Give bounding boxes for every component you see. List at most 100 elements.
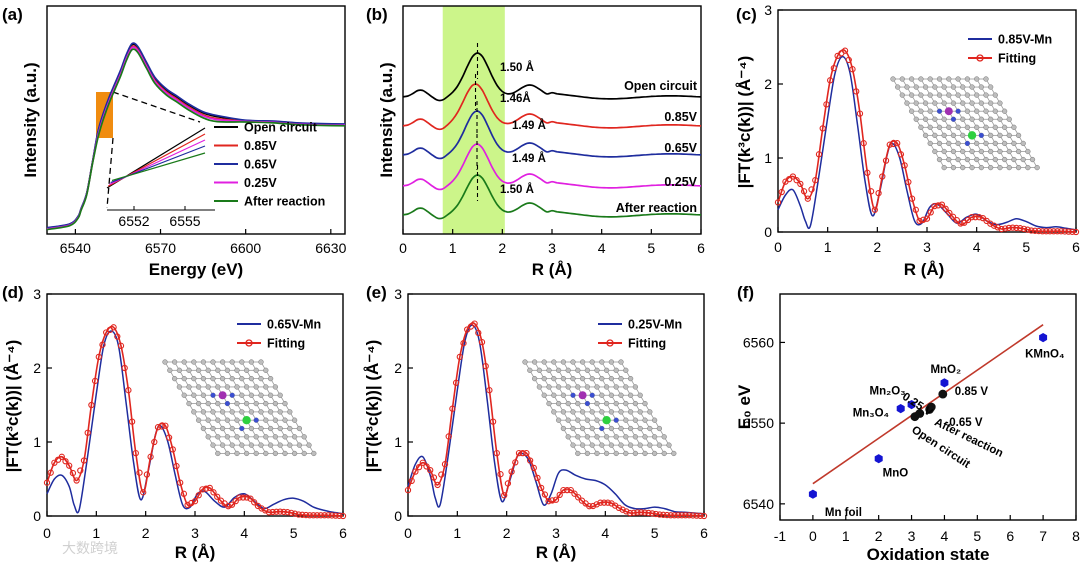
lattice-atom-carbon	[978, 148, 984, 155]
panel-d-fitting-marker	[95, 353, 102, 361]
panel-d-fitting-marker	[336, 512, 343, 519]
lattice-atom-carbon	[960, 84, 966, 90]
lattice-atom-carbon	[647, 442, 653, 448]
panel-e-legend-marker	[606, 339, 614, 347]
panel-e-fitting-marker	[515, 449, 523, 457]
x-tick-label: 3	[908, 528, 916, 544]
lattice-atom-carbon	[243, 367, 250, 373]
lattice-atom-carbon	[927, 92, 933, 98]
panel-d-fitting-marker	[99, 341, 106, 348]
lattice-atom-carbon	[904, 84, 910, 90]
panel-c-fitting-marker	[830, 64, 838, 72]
lattice-atom-carbon	[253, 367, 259, 373]
panel-f-sample-label-4: 0.85 V	[955, 386, 989, 398]
panel-d-fitting-marker	[151, 438, 158, 446]
panel-c-fitting-marker	[789, 173, 797, 180]
lattice-atom-carbon	[191, 392, 197, 398]
panel-c-fitting-marker	[1065, 228, 1072, 235]
lattice-atom-carbon	[575, 400, 581, 407]
panel-d-fitting-marker	[136, 469, 143, 476]
lattice-atom-carbon	[908, 76, 915, 82]
lattice-atom-carbon	[186, 400, 192, 407]
lattice-atom-carbon	[536, 384, 543, 390]
panel-f: (f) Oxidation state E₀ eV -1 0 1 2 3 4 5 6 7 8 654…	[735, 283, 1080, 564]
x-tick-label: 3	[552, 525, 560, 541]
lattice-atom-carbon	[287, 425, 293, 432]
panel-d-fitting-marker	[180, 490, 188, 497]
lattice-atom-carbon	[637, 392, 643, 398]
lattice-atom-carbon	[296, 442, 303, 448]
panel-e-fitting-marker	[652, 510, 660, 518]
x-tick-label: 1	[824, 239, 832, 255]
panel-f-reference-label-4: MnO₂	[930, 364, 961, 376]
lattice-atom-nitrogen	[229, 392, 235, 398]
panel-e-fitting-marker	[697, 512, 704, 519]
panel-f-reference-label-5: KMnO₄	[1025, 349, 1064, 361]
lattice-atom-carbon	[282, 450, 288, 457]
lattice-atom-carbon	[200, 425, 207, 432]
lattice-atom-carbon	[964, 108, 971, 114]
lattice-atom-carbon	[978, 100, 984, 106]
panel-c-fitting-marker	[823, 101, 830, 108]
lattice-atom-carbon	[546, 367, 552, 373]
panel-e-fitting-marker	[519, 449, 526, 457]
lattice-atom-carbon	[195, 417, 202, 423]
panel-d-fitting-marker	[313, 512, 321, 519]
panel-e-fitting-marker	[460, 340, 467, 347]
panel-b-curve-4	[402, 174, 702, 220]
lattice-atom-carbon	[584, 434, 591, 440]
lattice-atom-carbon	[210, 409, 216, 415]
panel-e-fitting-marker	[556, 491, 563, 499]
lattice-atom-carbon	[239, 442, 245, 448]
panel-b-series-label-3: 0.25V	[664, 175, 697, 189]
lattice-atom-carbon	[575, 434, 581, 440]
panel-c-fitting-marker	[1031, 227, 1039, 234]
lattice-atom-carbon	[632, 450, 639, 457]
lattice-atom-carbon	[969, 84, 975, 90]
lattice-atom-nitrogen	[225, 401, 230, 406]
lattice-atom-carbon	[983, 76, 989, 82]
lattice-atom-carbon	[1015, 164, 1022, 171]
lattice-atom-carbon	[267, 442, 274, 448]
panel-b-peak-label-0: 1.50 Å	[500, 61, 534, 74]
lattice-atom-carbon	[1006, 132, 1012, 139]
lattice-atom-carbon	[1001, 156, 1008, 163]
lattice-atom-carbon	[1034, 164, 1040, 171]
lattice-atom-carbon	[253, 400, 259, 407]
panel-d-fitting-line	[46, 325, 344, 517]
panel-c-fitting-marker	[897, 151, 905, 158]
panel-c-fitting-marker	[938, 201, 946, 208]
lattice-atom-carbon	[1029, 156, 1036, 163]
lattice-atom-carbon	[932, 84, 938, 90]
lattice-atom-carbon	[899, 92, 905, 98]
lattice-atom-carbon	[277, 392, 283, 398]
lattice-atom-carbon	[263, 417, 269, 423]
panel-e-fitting-marker	[626, 509, 634, 517]
lattice-atom-carbon	[932, 148, 938, 155]
lattice-atom-carbon	[186, 367, 192, 373]
panel-d-fitting-marker	[62, 458, 69, 465]
lattice-atom-carbon	[932, 132, 938, 139]
panel-e-fitting-marker	[523, 449, 530, 457]
lattice-atom-carbon	[584, 417, 591, 423]
panel-e-fitting-marker	[545, 498, 552, 505]
lattice-atom-carbon	[594, 400, 600, 407]
lattice-atom-carbon	[205, 400, 211, 407]
lattice-atom-carbon	[181, 375, 187, 382]
x-tick-label: 2	[142, 525, 150, 541]
lattice-atom-carbon	[603, 384, 610, 390]
lattice-atom-carbon	[623, 384, 629, 390]
panel-d-fitting-marker	[114, 333, 121, 340]
panel-e-fitting-marker	[512, 459, 519, 466]
panel-d-fitting-marker	[43, 479, 51, 486]
lattice-atom-carbon	[960, 132, 966, 139]
panel-d-fitting-marker	[177, 479, 184, 486]
lattice-atom-carbon	[936, 76, 943, 82]
lattice-atom-nitrogen	[585, 401, 590, 406]
panel-c-fitting-marker	[1016, 225, 1024, 232]
lattice-atom-carbon	[205, 434, 211, 440]
panel-f-sample-label-2: 0.65 V	[949, 417, 983, 429]
lattice-atom-carbon	[632, 417, 639, 423]
lattice-atom-carbon	[167, 367, 173, 373]
panel-d-fitting-marker	[273, 508, 280, 515]
